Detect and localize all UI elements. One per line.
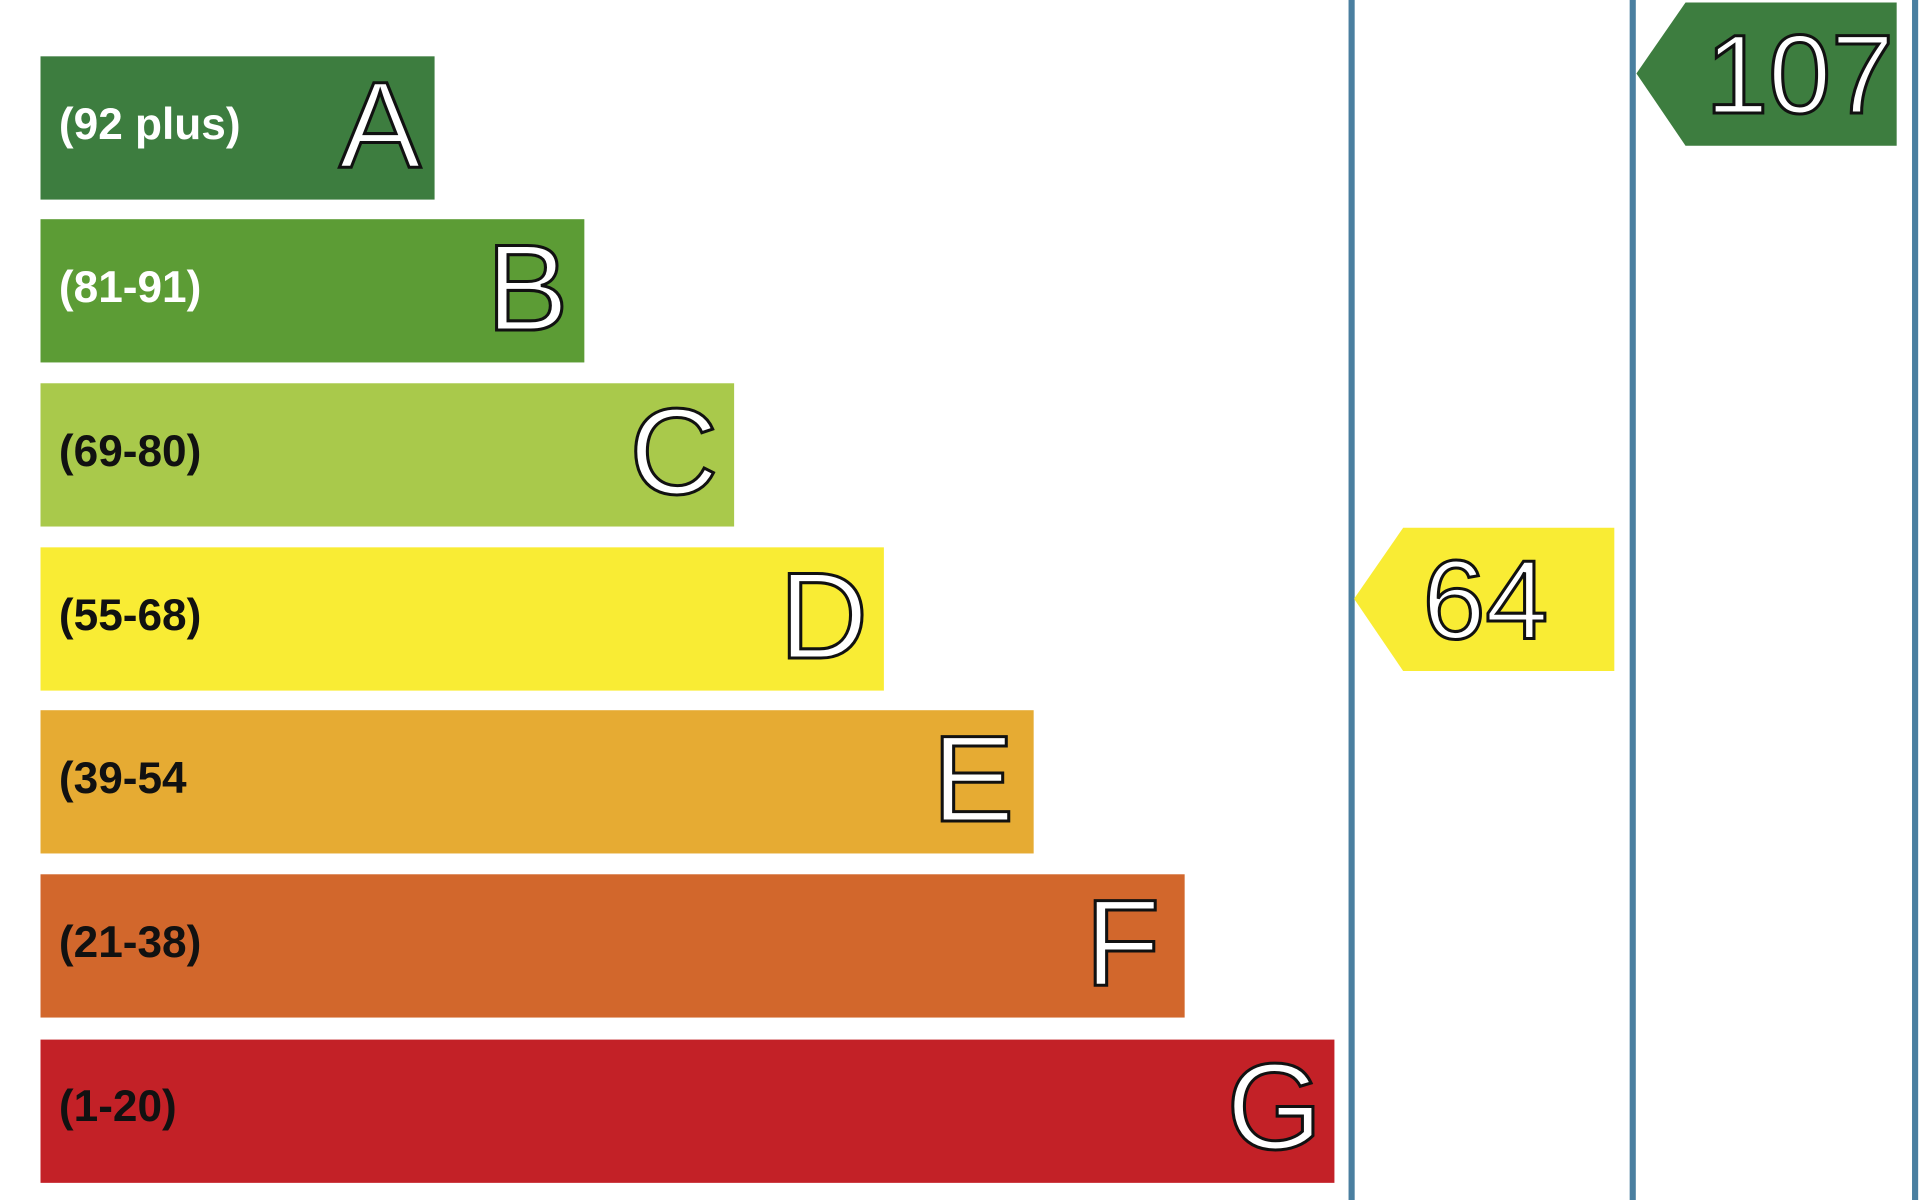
band-letter: C — [629, 383, 718, 520]
band-range: (21-38) — [59, 918, 201, 967]
band-letter: F — [1085, 874, 1160, 1011]
arrow-shape — [1636, 2, 1897, 146]
potential-rating-arrow: 107 — [1636, 2, 1897, 146]
band-bar — [40, 56, 435, 200]
band-range: (69-80) — [59, 427, 201, 476]
band-letter: D — [779, 547, 868, 684]
band-range: (39-54 — [59, 754, 187, 803]
band-letter: A — [339, 56, 421, 193]
band-a: (92 plus) A — [40, 55, 435, 200]
band-bar — [40, 710, 1034, 854]
band-e: (39-54 E — [40, 709, 1034, 854]
band-bar — [40, 219, 585, 363]
arrow-shape — [1354, 527, 1615, 672]
band-b: (81-91) B — [40, 218, 585, 363]
band-range: (1-20) — [59, 1082, 177, 1131]
band-range: (92 plus) — [59, 100, 241, 149]
current-rating: 64 — [1423, 536, 1549, 662]
band-range: (81-91) — [59, 263, 201, 312]
band-f: (21-38) F — [40, 873, 1185, 1018]
band-letter: B — [487, 219, 569, 356]
potential-rating: 107 — [1705, 11, 1893, 137]
band-bar — [40, 874, 1185, 1018]
band-range: (55-68) — [59, 591, 201, 640]
band-bar — [40, 383, 735, 527]
band-d: (55-68) D — [40, 546, 884, 691]
band-c: (69-80) C — [40, 382, 735, 527]
band-bar — [40, 547, 884, 691]
band-g: (1-20) G — [40, 1037, 1335, 1183]
band-bar — [40, 1039, 1335, 1183]
band-letter: G — [1227, 1038, 1322, 1175]
current-rating-arrow: 64 — [1354, 527, 1615, 672]
band-letter: E — [932, 710, 1014, 847]
